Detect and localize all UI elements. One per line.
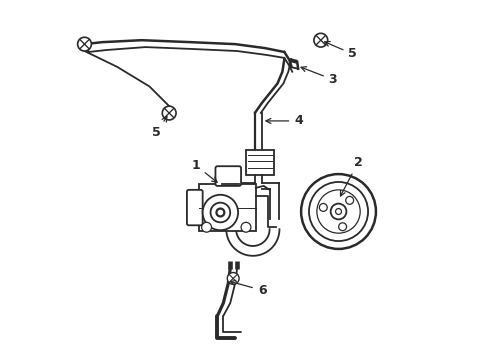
FancyBboxPatch shape xyxy=(215,166,241,186)
Circle shape xyxy=(241,222,250,232)
Circle shape xyxy=(216,208,224,216)
Circle shape xyxy=(308,182,367,241)
Bar xyxy=(245,150,273,175)
FancyBboxPatch shape xyxy=(198,184,255,231)
Circle shape xyxy=(316,190,360,233)
Circle shape xyxy=(330,204,346,219)
Text: 1: 1 xyxy=(191,159,217,182)
Circle shape xyxy=(210,203,230,222)
Text: 5: 5 xyxy=(324,41,356,60)
Text: 3: 3 xyxy=(301,67,337,86)
Circle shape xyxy=(301,174,375,249)
Text: 5: 5 xyxy=(152,117,166,139)
Circle shape xyxy=(162,106,176,120)
Text: 4: 4 xyxy=(265,114,303,127)
Circle shape xyxy=(78,37,91,51)
Circle shape xyxy=(201,222,211,232)
Circle shape xyxy=(313,33,327,47)
Circle shape xyxy=(202,195,238,230)
Text: 2: 2 xyxy=(340,156,362,196)
Circle shape xyxy=(227,273,239,284)
Circle shape xyxy=(319,203,326,211)
Text: 6: 6 xyxy=(230,280,266,297)
FancyBboxPatch shape xyxy=(186,190,202,225)
Circle shape xyxy=(335,208,341,215)
Circle shape xyxy=(338,223,346,231)
Circle shape xyxy=(345,197,353,204)
